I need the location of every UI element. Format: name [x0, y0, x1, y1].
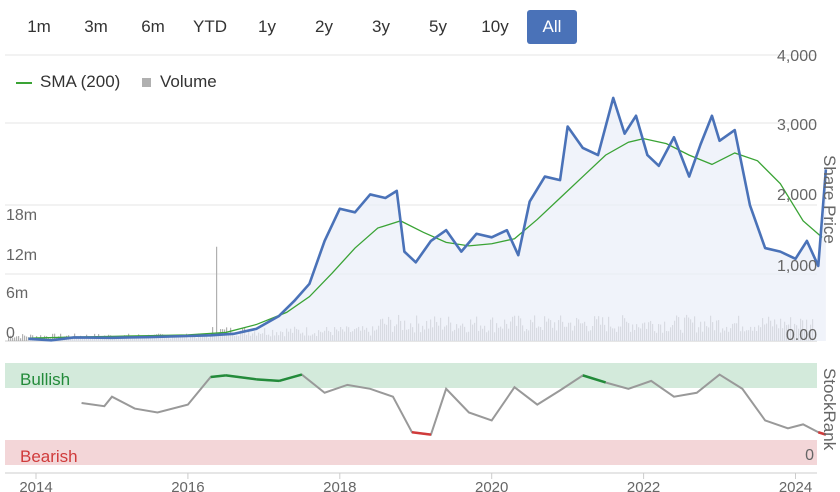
volume-bar: [22, 334, 24, 341]
volume-bar: [16, 336, 18, 341]
stockrank-bullish-segment: [278, 373, 303, 383]
stockrank-bullish-segment: [582, 374, 606, 384]
bearish-band: [5, 440, 817, 465]
range-button-5y[interactable]: 5y: [429, 17, 447, 36]
range-button-3y[interactable]: 3y: [372, 17, 390, 36]
legend-volume-label: Volume: [160, 72, 217, 91]
range-selector: 1m 3m 6m YTD 1y 2y 3y 5y 10y All: [0, 10, 600, 45]
volume-bar: [8, 336, 10, 341]
volume-bar: [26, 336, 28, 341]
x-tick-label: 2020: [475, 479, 508, 492]
volume-bar: [216, 246, 218, 341]
volume-tick-label: 12m: [6, 247, 37, 264]
range-button-3m[interactable]: 3m: [84, 17, 108, 36]
range-button-6m[interactable]: 6m: [141, 17, 165, 36]
x-tick-label: 2024: [779, 479, 812, 492]
volume-swatch: [142, 78, 151, 88]
volume-bar: [24, 335, 26, 341]
sma-swatch: [16, 81, 32, 84]
range-button-10y[interactable]: 10y: [481, 17, 509, 36]
volume-bar: [18, 336, 20, 341]
price-tick-label: 2,000: [777, 187, 817, 204]
volume-bar: [20, 338, 22, 341]
price-tick-label: 0.00: [786, 327, 817, 344]
stockrank-bullish-segment: [256, 378, 280, 383]
volume-tick-label: 0: [6, 325, 15, 342]
volume-bar: [10, 335, 12, 341]
bullish-label: Bullish: [20, 370, 70, 389]
x-tick-label: 2018: [323, 479, 356, 492]
legend-item-volume[interactable]: Volume: [142, 72, 217, 92]
stockrank-bearish-segment: [817, 431, 827, 436]
price-tick-label: 1,000: [777, 258, 817, 275]
range-button-2y[interactable]: 2y: [315, 17, 333, 36]
stockrank-axis-title: StockRank: [820, 368, 839, 451]
x-tick-label: 2022: [627, 479, 660, 492]
stockrank-bullish-segment: [225, 374, 257, 381]
stockrank-bullish-segment: [210, 374, 227, 379]
stockrank-line: [81, 373, 827, 436]
range-button-ytd[interactable]: YTD: [193, 17, 227, 36]
volume-bar: [14, 337, 16, 341]
volume-bar: [12, 338, 14, 341]
price-tick-label: 3,000: [777, 117, 817, 134]
range-button-all[interactable]: All: [527, 10, 577, 44]
x-tick-label: 2016: [171, 479, 204, 492]
x-tick-label: 2014: [19, 479, 52, 492]
legend-item-sma[interactable]: SMA (200): [16, 72, 120, 92]
sma-line: [28, 137, 823, 339]
price-tick-label: 4,000: [777, 48, 817, 65]
bullish-band: [5, 363, 817, 388]
volume-bar: [46, 336, 48, 341]
range-button-1y[interactable]: 1y: [258, 17, 276, 36]
stockrank-bearish-segment: [411, 431, 432, 436]
legend-sma-label: SMA (200): [40, 72, 121, 91]
stockrank-tick-label: 0: [805, 447, 814, 464]
volume-tick-label: 18m: [6, 207, 37, 224]
price-axis-title: Share Price: [820, 155, 839, 244]
volume-tick-label: 6m: [6, 285, 28, 302]
price-line: [28, 96, 828, 342]
price-area: [28, 97, 826, 342]
bearish-label: Bearish: [20, 447, 78, 466]
range-button-1m[interactable]: 1m: [27, 17, 51, 36]
